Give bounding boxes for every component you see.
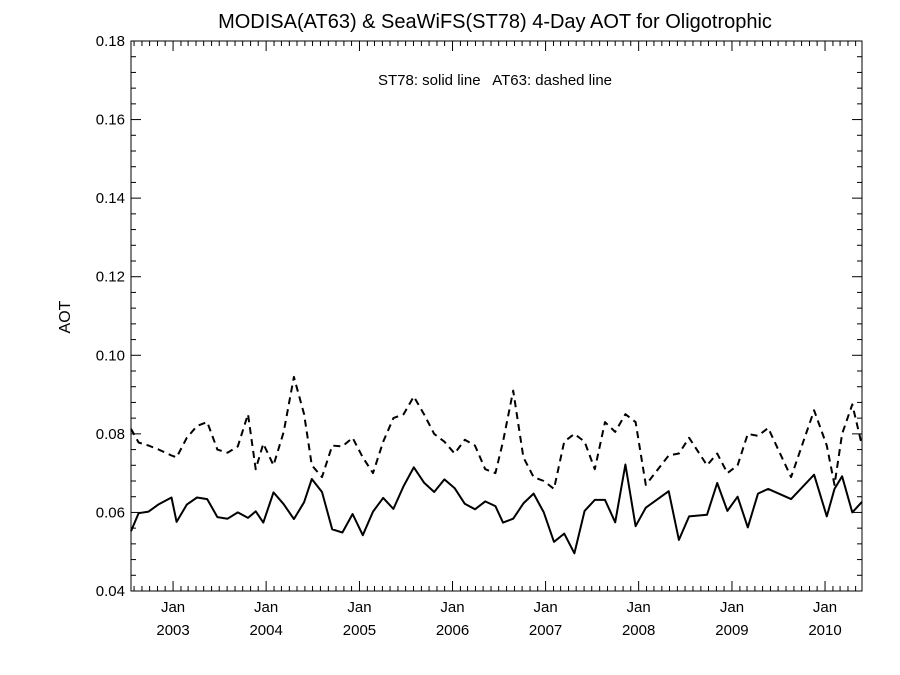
x-tick-year-label: 2008 [622, 622, 655, 639]
x-tick-month-label: Jan [254, 599, 278, 616]
x-tick-year-label: 2005 [343, 622, 376, 639]
axis-ticks [131, 40, 862, 592]
x-tick-year-label: 2010 [808, 622, 841, 639]
tick-labels: 0.04 0.06 0.08 0.10 0.12 0.14 0.16 0.18 Jan 2003 J… [96, 33, 842, 639]
y-tick-label: 0.04 [96, 583, 125, 600]
series-layer [130, 375, 863, 555]
x-tick-month-label: Jan [813, 599, 837, 616]
y-tick-label: 0.08 [96, 426, 125, 443]
x-tick-month-label: Jan [347, 599, 371, 616]
x-tick-month-label: Jan [161, 599, 185, 616]
line-style-annotation: ST78: solid line AT63: dashed line [378, 72, 612, 89]
x-tick-month-label: Jan [627, 599, 651, 616]
chart-title: MODISA(AT63) & SeaWiFS(ST78) 4-Day AOT f… [218, 11, 772, 33]
x-tick-month-label: Jan [720, 599, 744, 616]
x-tick-year-label: 2004 [249, 622, 282, 639]
y-axis-label: AOT [57, 300, 74, 333]
y-tick-label: 0.10 [96, 347, 125, 364]
x-tick-month-label: Jan [533, 599, 557, 616]
y-tick-label: 0.14 [96, 190, 125, 207]
x-tick-year-label: 2006 [436, 622, 469, 639]
y-tick-label: 0.16 [96, 112, 125, 129]
x-tick-year-label: 2007 [529, 622, 562, 639]
series-line-at63 [130, 375, 863, 490]
y-tick-label: 0.12 [96, 269, 125, 286]
x-tick-year-label: 2009 [715, 622, 748, 639]
series-line-st78 [130, 463, 863, 555]
x-tick-year-label: 2003 [156, 622, 189, 639]
plot-frame [130, 40, 863, 592]
y-tick-label: 0.06 [96, 504, 125, 521]
x-tick-month-label: Jan [440, 599, 464, 616]
y-tick-label: 0.18 [96, 33, 125, 50]
